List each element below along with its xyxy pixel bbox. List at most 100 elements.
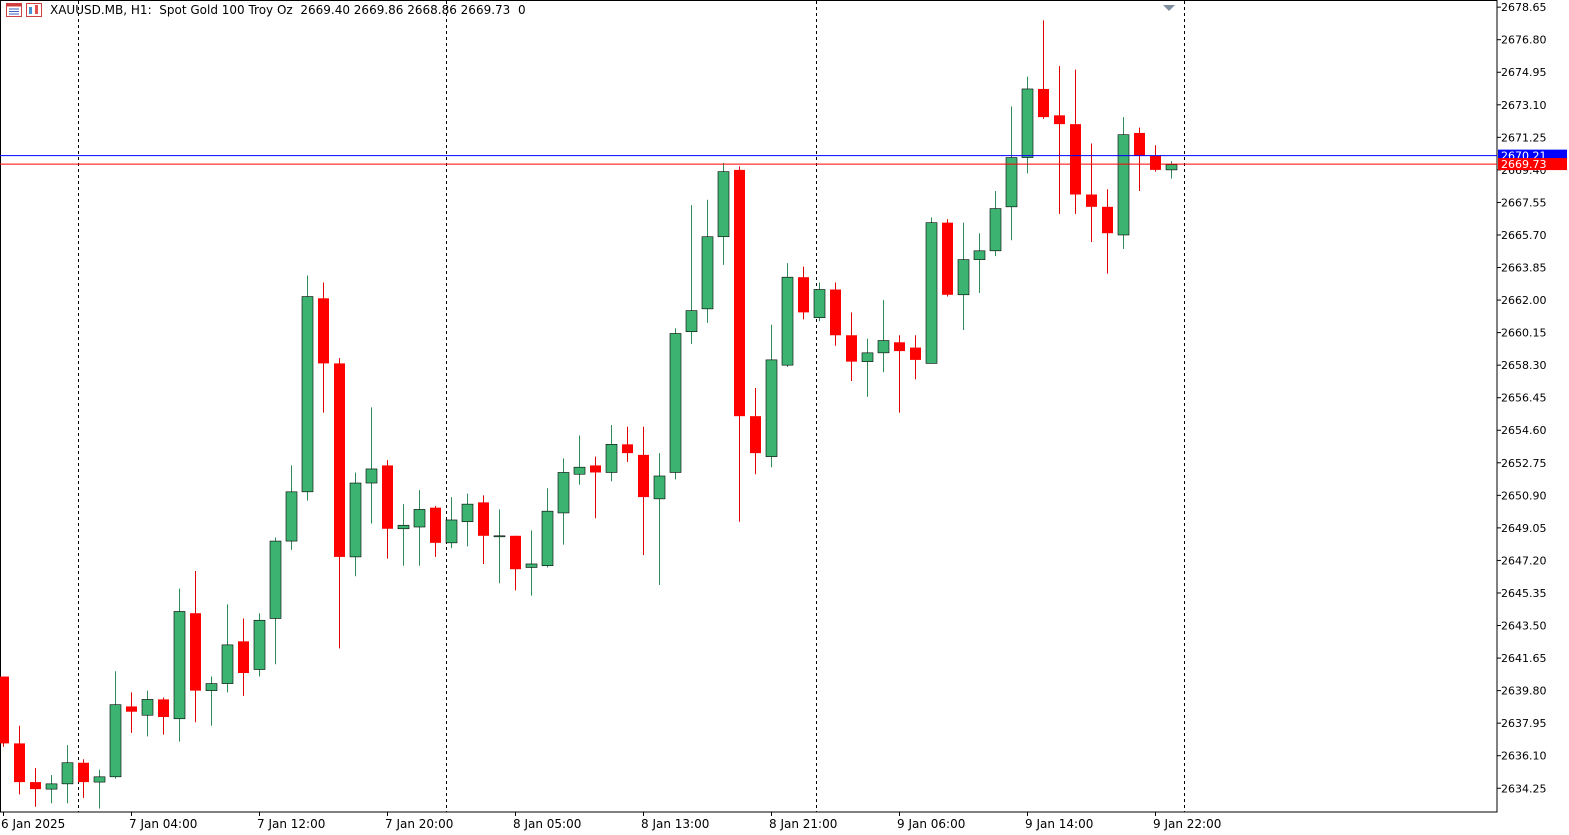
y-tick-label: 2643.50 [1501, 620, 1547, 633]
candle-body [525, 563, 538, 568]
candle-body [190, 613, 201, 691]
y-tick-label: 2636.10 [1501, 750, 1547, 763]
y-tick-label: 2650.90 [1501, 489, 1547, 502]
candle-body [365, 468, 378, 484]
candle-body [557, 472, 570, 514]
y-tick-label: 2652.75 [1501, 457, 1547, 470]
x-tick-label: 8 Jan 13:00 [641, 817, 709, 831]
candle-body [830, 289, 841, 336]
candle-body [798, 277, 809, 313]
x-tick-label: 9 Jan 22:00 [1153, 817, 1221, 831]
y-tick-label: 2647.20 [1501, 554, 1547, 567]
y-tick-label: 2665.70 [1501, 229, 1547, 242]
candle-body [541, 510, 554, 567]
candle-body [942, 222, 953, 295]
y-tick-label: 2678.65 [1501, 1, 1547, 14]
candle-body [1038, 88, 1049, 118]
candle-body [78, 762, 89, 783]
candle-body [109, 704, 122, 778]
candle-body [253, 619, 266, 670]
candle-body [158, 699, 169, 718]
candle-body [1086, 194, 1097, 207]
x-tick-label: 9 Jan 06:00 [897, 817, 965, 831]
bid-price-label: 2669.73 [1501, 158, 1547, 171]
candle-body [861, 352, 874, 362]
x-tick-label: 7 Jan 04:00 [129, 817, 197, 831]
candle-body [701, 236, 714, 310]
candle-body [493, 535, 506, 538]
candle-body [717, 171, 730, 238]
x-tick-label: 9 Jan 14:00 [1025, 817, 1093, 831]
y-tick-label: 2663.85 [1501, 262, 1547, 275]
candle-body [445, 519, 458, 544]
y-tick-label: 2656.45 [1501, 392, 1547, 405]
candle-body [30, 782, 41, 790]
candle-body [925, 222, 938, 364]
candle-body [622, 444, 633, 454]
y-tick-label: 2662.00 [1501, 294, 1547, 307]
candle-body [957, 259, 970, 296]
header-ohlc: 2669.40 2669.86 2668.86 2669.73 [300, 3, 511, 17]
candle-body [781, 276, 794, 366]
candle-body [238, 641, 249, 674]
header-volume: 0 [517, 3, 526, 17]
candle-body [973, 250, 986, 260]
candle-body [0, 676, 9, 744]
candle-body [894, 342, 905, 352]
candle-body [910, 347, 921, 360]
candle-body [14, 743, 25, 783]
candle-body [382, 465, 393, 529]
candle-body [205, 683, 218, 691]
candle-body [430, 507, 441, 543]
x-tick-label: 8 Jan 21:00 [769, 817, 837, 831]
y-tick-label: 2660.15 [1501, 327, 1547, 340]
y-tick-label: 2674.95 [1501, 66, 1547, 79]
y-tick-label: 2667.55 [1501, 196, 1547, 209]
x-tick-label: 7 Jan 20:00 [385, 817, 453, 831]
candle-body [1117, 134, 1130, 236]
candle-body [989, 208, 1002, 252]
candle-body [301, 296, 314, 493]
chart-trade-icon[interactable] [26, 3, 42, 17]
candle-body [1070, 124, 1081, 195]
candle-body [765, 359, 778, 457]
candle-body [1150, 155, 1161, 170]
candle-body [334, 363, 345, 557]
x-tick-label: 6 Jan 2025 [1, 817, 65, 831]
chart-window-icon[interactable] [6, 3, 22, 17]
candle-body [45, 783, 58, 790]
candle-body [813, 289, 826, 318]
candle-body [685, 310, 698, 333]
plot-frame [0, 0, 1498, 813]
candle-body [669, 333, 682, 473]
candle-body [653, 475, 666, 500]
candle-body [1165, 164, 1178, 171]
bid-price-tag [1498, 158, 1567, 171]
candle-body [605, 444, 618, 473]
candle-body [750, 416, 761, 454]
y-tick-label: 2637.95 [1501, 717, 1547, 730]
chart-header: XAUUSD.MB, H1: Spot Gold 100 Troy Oz 266… [6, 2, 526, 18]
y-tick-label: 2671.25 [1501, 131, 1547, 144]
chart-shift-marker [1163, 5, 1175, 11]
x-tick-label: 7 Jan 12:00 [257, 817, 325, 831]
candle-body [734, 169, 745, 417]
candle-body [126, 706, 137, 712]
y-tick-label: 2654.60 [1501, 424, 1547, 437]
candle-body [461, 503, 474, 523]
candle-body [1005, 157, 1018, 208]
candle-body [349, 482, 362, 558]
y-tick-label: 2673.10 [1501, 99, 1547, 112]
candle-body [285, 491, 298, 542]
candle-body [877, 340, 890, 354]
candle-body [221, 644, 234, 684]
candle-body [1054, 115, 1065, 125]
candle-body [478, 502, 489, 536]
candle-body [1102, 206, 1113, 234]
y-tick-label: 2658.30 [1501, 359, 1547, 372]
y-tick-label: 2634.25 [1501, 782, 1547, 795]
candle-body [93, 776, 106, 783]
candle-body [846, 335, 857, 362]
candle-body [510, 535, 521, 570]
